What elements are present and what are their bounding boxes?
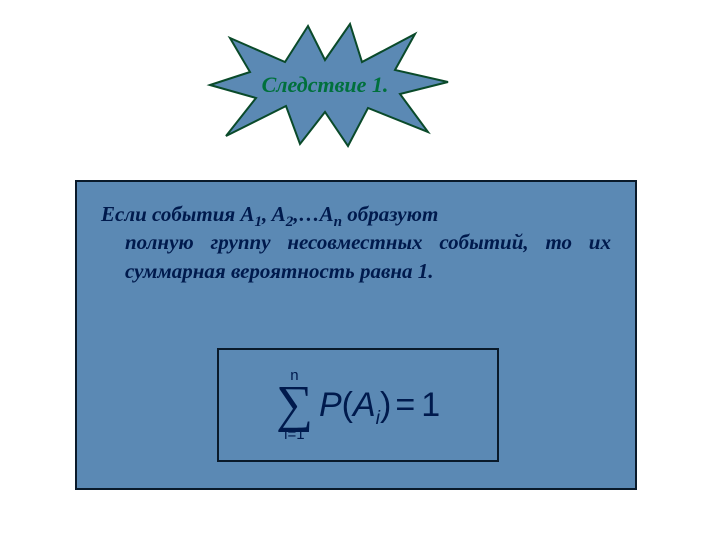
- title-starburst: Следствие 1.: [190, 20, 460, 150]
- statement-text: Если события A1, A2,…An образуют полную …: [101, 200, 611, 285]
- formula: n ∑ i=1 P(Ai)=1: [276, 368, 440, 442]
- formula-A: A: [353, 386, 376, 424]
- statement-part: образуют: [342, 202, 438, 226]
- statement-part: ,…A: [293, 202, 333, 226]
- corollary-box: Если события A1, A2,…An образуют полную …: [75, 180, 637, 490]
- rparen: ): [380, 386, 391, 425]
- formula-P: P: [319, 386, 342, 425]
- sigma-block: n ∑ i=1: [276, 368, 313, 442]
- formula-rhs: 1: [421, 386, 440, 425]
- formula-Ai: Ai: [353, 386, 380, 425]
- formula-eq: =: [395, 386, 415, 425]
- sigma-icon: ∑: [276, 383, 313, 427]
- statement-part: Если события A: [101, 202, 254, 226]
- slide: Следствие 1. Если события A1, A2,…An обр…: [0, 0, 720, 540]
- statement-part: , A: [262, 202, 286, 226]
- formula-body: P(Ai)=1: [319, 386, 440, 425]
- lparen: (: [342, 386, 353, 425]
- starburst-icon: [190, 20, 460, 150]
- formula-box: n ∑ i=1 P(Ai)=1: [217, 348, 499, 462]
- statement-line2: полную группу несовместных событий, то и…: [101, 228, 611, 285]
- sum-lower: i=1: [284, 427, 304, 442]
